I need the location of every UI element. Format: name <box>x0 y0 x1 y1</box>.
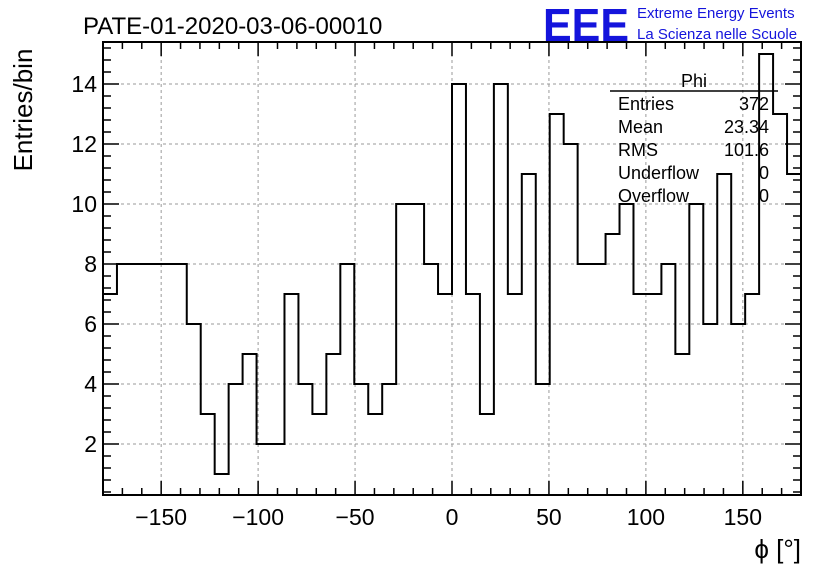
x-tick-label: −100 <box>232 504 284 530</box>
stats-value-underflow: 0 <box>759 163 769 183</box>
y-tick-label: 10 <box>71 191 97 217</box>
x-tick-label: 100 <box>627 504 665 530</box>
y-tick-label: 4 <box>84 371 97 397</box>
y-tick-label: 8 <box>84 251 97 277</box>
stats-value-overflow: 0 <box>759 186 769 206</box>
x-tick-label: −50 <box>336 504 375 530</box>
chart-title: PATE-01-2020-03-06-00010 <box>83 13 382 40</box>
stats-box-title: Phi <box>681 71 707 91</box>
x-tick-label: −150 <box>135 504 187 530</box>
x-axis-label: ϕ [°] <box>754 534 801 564</box>
y-axis-ticks: 2 4 6 8 10 12 14 <box>71 47 801 493</box>
y-tick-label: 6 <box>84 311 97 337</box>
stats-label-overflow: Overflow <box>618 186 690 206</box>
y-tick-label: 14 <box>71 71 97 97</box>
logo-line-1: Extreme Energy Events <box>637 5 795 22</box>
stats-label-rms: RMS <box>618 140 658 160</box>
stats-box: Phi Entries 372 Mean 23.34 RMS 101.6 Und… <box>610 71 778 206</box>
histogram-series <box>102 53 802 495</box>
x-tick-label: 0 <box>446 504 459 530</box>
eee-logo: EEE <box>543 0 629 51</box>
logo-line-2: La Scienza nelle Scuole <box>637 26 797 43</box>
x-tick-label: 150 <box>724 504 762 530</box>
stats-label-mean: Mean <box>618 117 663 137</box>
stats-label-entries: Entries <box>618 94 674 114</box>
stats-value-entries: 372 <box>739 94 769 114</box>
stats-label-underflow: Underflow <box>618 163 700 183</box>
stats-value-mean: 23.34 <box>724 117 769 137</box>
x-tick-label: 50 <box>536 504 562 530</box>
x-axis-ticks: −150 −100 −50 0 50 100 150 <box>121 42 783 530</box>
y-tick-label: 12 <box>71 131 97 157</box>
y-axis-label: Entries/bin <box>8 49 38 172</box>
stats-value-rms: 101.6 <box>724 140 769 160</box>
y-tick-label: 2 <box>84 431 97 457</box>
